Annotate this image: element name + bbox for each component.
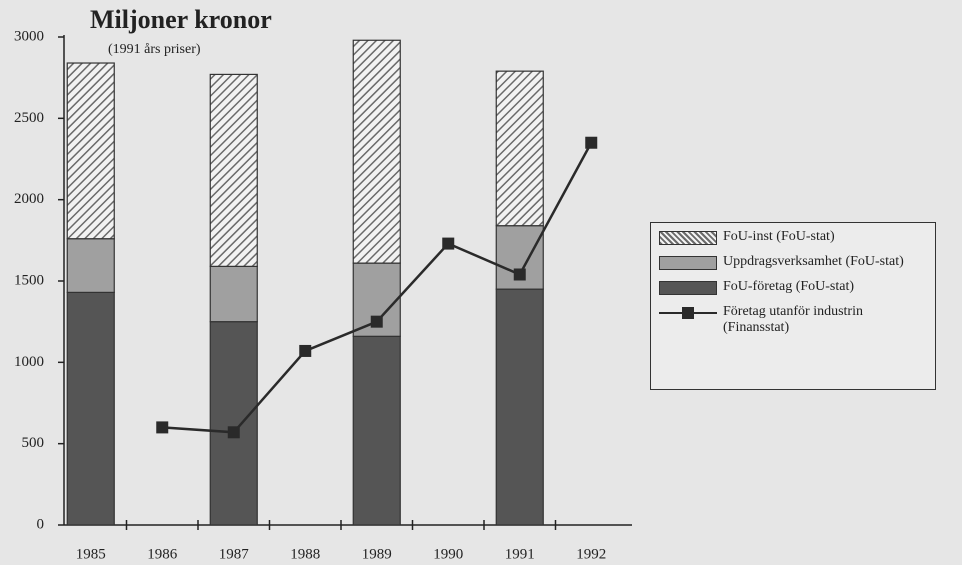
legend-label: FoU-företag (FoU-stat) (723, 279, 855, 294)
y-tick-label: 2000 (14, 191, 44, 207)
bar-segment (209, 265, 258, 323)
legend-label: Företag utanför industrin (Finansstat) (723, 304, 863, 335)
x-tick-label: 1985 (76, 546, 106, 562)
legend-swatch (659, 281, 717, 295)
y-tick-label: 1500 (14, 272, 44, 288)
bar-segment (209, 321, 258, 526)
line-marker (585, 136, 598, 149)
x-tick-label: 1991 (505, 546, 535, 562)
legend-label: FoU-inst (FoU-stat) (723, 229, 835, 244)
line-marker (299, 344, 312, 357)
x-tick-label: 1990 (433, 546, 463, 562)
line-marker (370, 315, 383, 328)
x-tick-label: 1986 (147, 546, 178, 562)
y-tick-label: 1000 (14, 354, 44, 370)
bar-segment (352, 335, 401, 526)
legend-item: Företag utanför industrin (Finansstat) (659, 304, 927, 336)
x-tick-label: 1992 (576, 546, 606, 562)
y-tick-label: 0 (37, 516, 45, 532)
line-marker (442, 237, 455, 250)
y-tick-label: 500 (22, 435, 45, 451)
bar-segment (66, 291, 115, 526)
y-tick-label: 2500 (14, 110, 44, 126)
x-tick-label: 1988 (290, 546, 320, 562)
bar-segment (66, 62, 115, 240)
x-tick-label: 1989 (362, 546, 392, 562)
bar-segment (495, 288, 544, 526)
legend-swatch (659, 231, 717, 245)
chart-subtitle: (1991 års priser) (108, 42, 201, 57)
legend-swatch (659, 256, 717, 270)
legend-item: FoU-företag (FoU-stat) (659, 279, 927, 295)
legend-item: Uppdragsverksamhet (FoU-stat) (659, 254, 927, 270)
x-tick-label: 1987 (219, 546, 250, 562)
bar-segment (209, 73, 258, 267)
chart-title: Miljoner kronor (90, 5, 272, 34)
legend-label: Uppdragsverksamhet (FoU-stat) (723, 254, 904, 269)
bar-segment (66, 238, 115, 293)
line-marker (156, 421, 169, 434)
bar-segment (352, 39, 401, 264)
legend-swatch (659, 306, 717, 320)
line-marker (227, 426, 240, 439)
legend: FoU-inst (FoU-stat) Uppdragsverksamhet (F… (650, 222, 936, 390)
bar-segment (495, 70, 544, 227)
y-tick-label: 3000 (14, 28, 44, 44)
legend-item: FoU-inst (FoU-stat) (659, 229, 927, 245)
line-marker (513, 268, 526, 281)
